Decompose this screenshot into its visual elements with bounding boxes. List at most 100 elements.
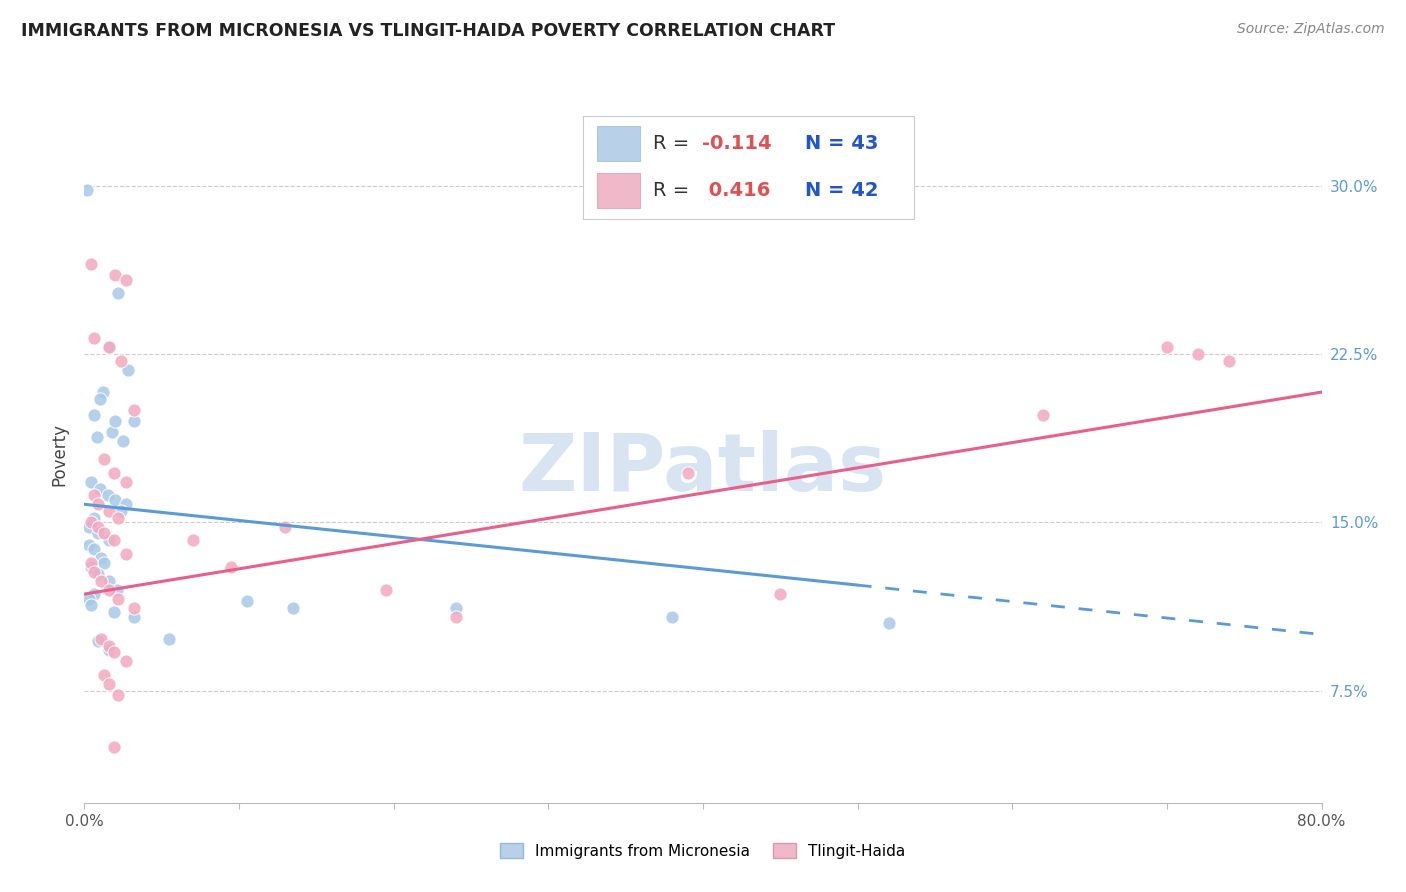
Point (79, 475, 101, 489)
Point (87, 526, 110, 541)
Point (79, 599, 101, 613)
Point (444, 609, 467, 624)
Point (444, 600, 467, 615)
Point (283, 600, 305, 615)
Text: Source: ZipAtlas.com: Source: ZipAtlas.com (1237, 22, 1385, 37)
Point (83, 587, 105, 601)
Point (98, 340, 121, 354)
Point (103, 533, 125, 548)
Point (87, 520, 110, 534)
Text: IMMIGRANTS FROM MICRONESIA VS TLINGIT-HAIDA POVERTY CORRELATION CHART: IMMIGRANTS FROM MICRONESIA VS TLINGIT-HA… (21, 22, 835, 40)
Point (93, 556, 115, 570)
Point (87, 566, 110, 581)
Point (98, 504, 121, 518)
Point (375, 582, 398, 597)
Text: ZIPatlas: ZIPatlas (519, 430, 887, 508)
Point (104, 268, 127, 283)
Point (83, 565, 105, 579)
Point (112, 434, 135, 449)
Point (98, 582, 121, 597)
Point (77, 520, 100, 534)
Point (104, 414, 127, 428)
Point (101, 425, 124, 440)
Point (77, 538, 100, 552)
Point (115, 273, 138, 287)
Point (103, 645, 125, 659)
Point (159, 632, 181, 646)
Point (86, 430, 108, 444)
Point (107, 286, 129, 301)
FancyBboxPatch shape (583, 116, 914, 219)
Point (115, 497, 138, 511)
Point (87, 497, 110, 511)
Text: R =: R = (652, 134, 696, 153)
Point (98, 639, 121, 653)
Point (274, 520, 297, 534)
Point (122, 414, 145, 428)
Point (107, 510, 129, 524)
Point (236, 594, 259, 608)
Point (122, 600, 145, 615)
Point (1187, 347, 1209, 361)
Point (76, 183, 98, 197)
Point (661, 609, 683, 624)
Point (117, 362, 139, 376)
FancyBboxPatch shape (596, 173, 640, 208)
Point (93, 526, 115, 541)
Point (79, 560, 101, 574)
Legend: Immigrants from Micronesia, Tlingit-Haida: Immigrants from Micronesia, Tlingit-Haid… (494, 837, 912, 864)
Text: -0.114: -0.114 (703, 134, 772, 153)
Point (98, 574, 121, 588)
FancyBboxPatch shape (596, 127, 640, 161)
Point (98, 533, 121, 548)
Point (115, 547, 138, 561)
Point (122, 609, 145, 624)
Point (769, 587, 792, 601)
Point (104, 492, 127, 507)
Text: N = 42: N = 42 (804, 181, 879, 201)
Point (79, 515, 101, 529)
Point (91, 385, 114, 400)
Point (115, 654, 138, 668)
Point (221, 560, 243, 574)
Text: 0.416: 0.416 (703, 181, 770, 201)
Point (110, 504, 132, 518)
Point (90, 632, 112, 646)
Text: R =: R = (652, 181, 696, 201)
Point (93, 668, 115, 682)
Point (1218, 353, 1240, 368)
Point (1032, 408, 1054, 422)
Point (98, 643, 121, 657)
Point (79, 257, 101, 271)
Point (87, 634, 110, 648)
Point (115, 475, 138, 489)
Point (103, 739, 125, 754)
Point (105, 582, 128, 597)
Point (110, 353, 132, 368)
Point (90, 551, 112, 566)
Point (98, 677, 121, 691)
Point (103, 605, 125, 619)
Point (89, 482, 111, 496)
Point (877, 616, 900, 631)
Point (181, 533, 204, 548)
Point (1156, 340, 1178, 354)
Point (97, 488, 120, 502)
Point (98, 340, 121, 354)
Point (90, 574, 112, 588)
Point (93, 452, 115, 467)
Y-axis label: Poverty: Poverty (51, 424, 69, 486)
Point (77, 591, 100, 606)
Text: N = 43: N = 43 (804, 134, 879, 153)
Point (79, 556, 101, 570)
Point (83, 488, 105, 502)
Point (122, 403, 145, 417)
Point (676, 466, 699, 480)
Point (103, 466, 125, 480)
Point (83, 542, 105, 557)
Point (107, 591, 129, 606)
Point (83, 331, 105, 345)
Point (83, 408, 105, 422)
Point (83, 510, 105, 524)
Point (107, 688, 129, 702)
